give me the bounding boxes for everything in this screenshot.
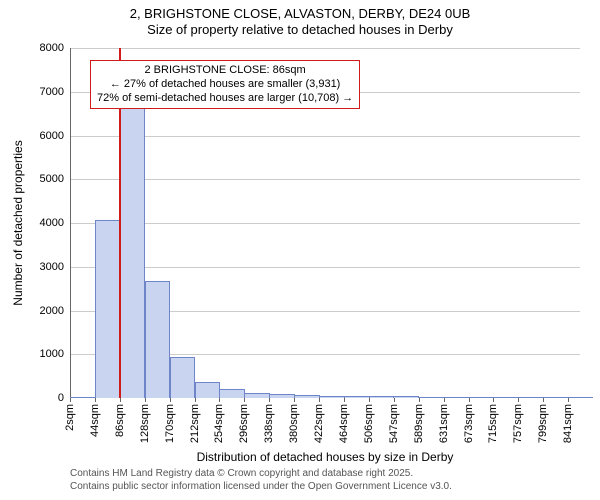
x-tick-mark [120, 398, 121, 402]
y-tick-label: 5000 [40, 173, 64, 185]
x-tick-label: 128sqm [139, 404, 151, 443]
x-tick-mark [493, 398, 494, 402]
x-tick-label: 715sqm [487, 404, 499, 443]
footer-line-1: Contains HM Land Registry data © Crown c… [70, 468, 452, 481]
x-tick-mark [319, 398, 320, 402]
x-tick-label: 254sqm [213, 404, 225, 443]
plot-area: 0100020003000400050006000700080002sqm44s… [70, 48, 580, 398]
y-tick-label: 4000 [40, 217, 64, 229]
x-tick-mark [195, 398, 196, 402]
histogram-bar [443, 397, 469, 398]
x-tick-mark [444, 398, 445, 402]
histogram-bar [145, 281, 171, 398]
x-tick-label: 757sqm [512, 404, 524, 443]
annotation-line-3: 72% of semi-detached houses are larger (… [97, 92, 353, 106]
footer-attribution: Contains HM Land Registry data © Crown c… [70, 468, 452, 493]
title-line-1: 2, BRIGHSTONE CLOSE, ALVASTON, DERBY, DE… [0, 0, 600, 22]
x-tick-label: 799sqm [537, 404, 549, 443]
x-tick-mark [344, 398, 345, 402]
x-tick-label: 338sqm [263, 404, 275, 443]
x-tick-mark [469, 398, 470, 402]
figure-container: 2, BRIGHSTONE CLOSE, ALVASTON, DERBY, DE… [0, 0, 600, 500]
y-axis-label: Number of detached properties [11, 140, 25, 305]
annotation-line-2: ← 27% of detached houses are smaller (3,… [97, 78, 353, 92]
grid-line [70, 223, 580, 224]
histogram-bar [319, 396, 345, 398]
x-tick-mark [419, 398, 420, 402]
histogram-bar [70, 397, 96, 398]
x-tick-label: 296sqm [238, 404, 250, 443]
x-tick-mark [145, 398, 146, 402]
x-tick-mark [543, 398, 544, 402]
x-tick-label: 380sqm [288, 404, 300, 443]
y-tick-label: 3000 [40, 261, 64, 273]
x-tick-mark [394, 398, 395, 402]
histogram-bar [269, 394, 295, 398]
histogram-bar [170, 357, 196, 398]
histogram-bar [195, 382, 221, 398]
x-tick-mark [95, 398, 96, 402]
x-tick-mark [269, 398, 270, 402]
histogram-bar [468, 397, 494, 398]
x-tick-label: 422sqm [313, 404, 325, 443]
footer-line-2: Contains public sector information licen… [70, 481, 452, 494]
x-tick-mark [369, 398, 370, 402]
x-tick-mark [518, 398, 519, 402]
x-tick-label: 86sqm [114, 404, 126, 437]
histogram-bar [294, 395, 320, 398]
histogram-bar [95, 220, 121, 398]
histogram-bar [369, 396, 395, 398]
x-tick-mark [219, 398, 220, 402]
grid-line [70, 48, 580, 49]
histogram-bar [344, 396, 370, 398]
x-tick-mark [244, 398, 245, 402]
x-tick-label: 170sqm [164, 404, 176, 443]
x-tick-mark [568, 398, 569, 402]
x-tick-label: 631sqm [438, 404, 450, 443]
y-axis-line [70, 48, 71, 398]
y-tick-label: 7000 [40, 86, 64, 98]
x-tick-label: 212sqm [189, 404, 201, 443]
y-tick-label: 8000 [40, 42, 64, 54]
histogram-bar [543, 397, 569, 398]
histogram-bar [493, 397, 519, 398]
title-line-2: Size of property relative to detached ho… [0, 22, 600, 38]
histogram-bar [418, 397, 444, 398]
x-tick-mark [294, 398, 295, 402]
x-tick-label: 841sqm [562, 404, 574, 443]
x-tick-label: 673sqm [463, 404, 475, 443]
histogram-bar [219, 389, 245, 398]
x-tick-label: 2sqm [64, 404, 76, 431]
y-tick-label: 2000 [40, 305, 64, 317]
y-tick-label: 0 [58, 392, 64, 404]
histogram-bar [518, 397, 544, 398]
x-tick-label: 44sqm [89, 404, 101, 437]
annotation-line-1: 2 BRIGHSTONE CLOSE: 86sqm [97, 64, 353, 78]
histogram-bar [393, 396, 419, 398]
x-tick-label: 589sqm [413, 404, 425, 443]
histogram-bar [120, 107, 146, 398]
y-tick-label: 6000 [40, 130, 64, 142]
annotation-box: 2 BRIGHSTONE CLOSE: 86sqm← 27% of detach… [90, 60, 360, 109]
x-tick-mark [170, 398, 171, 402]
histogram-bar [244, 393, 270, 398]
grid-line [70, 267, 580, 268]
x-tick-mark [70, 398, 71, 402]
x-tick-label: 506sqm [363, 404, 375, 443]
histogram-bar [568, 397, 594, 398]
x-axis-label: Distribution of detached houses by size … [197, 450, 454, 464]
grid-line [70, 179, 580, 180]
y-tick-label: 1000 [40, 348, 64, 360]
grid-line [70, 136, 580, 137]
x-tick-label: 464sqm [338, 404, 350, 443]
x-tick-label: 547sqm [388, 404, 400, 443]
